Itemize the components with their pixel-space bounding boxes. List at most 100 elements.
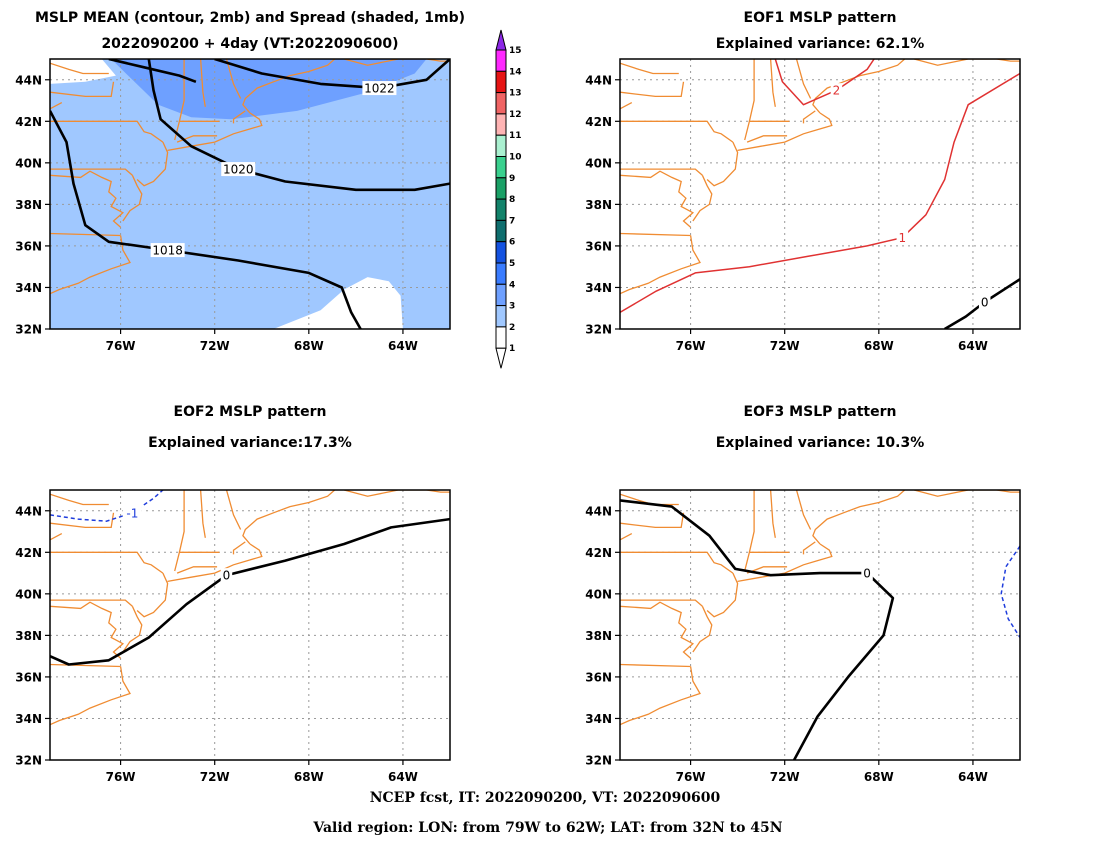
contour-label: 0 [863,567,871,581]
map-outline [50,533,63,541]
spread-region [50,59,116,84]
map-outline [812,59,906,114]
map-outline [50,666,131,726]
map-outline [50,102,63,110]
plot-area: 0 -1 [50,490,450,760]
colorbar-box [495,326,507,349]
x-tick-label: 76W [106,770,136,784]
map-outline [620,663,691,668]
x-tick-label: 68W [294,339,324,353]
colorbar-label: 8 [509,195,515,205]
map-outline [122,606,143,653]
map-outline [620,235,701,295]
y-tick-label: 40N [585,587,612,601]
map-outline [748,59,755,122]
map-outline [50,62,109,75]
contour-label: 1 [899,231,907,245]
colorbar-label: 11 [509,131,522,141]
map-outline [50,168,133,176]
y-tick-label: 44N [585,504,612,518]
map-outline [167,112,263,152]
y-tick-label: 40N [585,156,612,170]
map-outline [50,663,121,668]
colorbar-box [495,241,507,264]
colorbar-label: 3 [509,302,515,312]
map-outline [232,541,246,555]
colorbar-label: 4 [509,280,515,290]
colorbar-box [495,283,507,307]
map-outline [620,168,703,176]
map-outline [242,490,336,545]
map-outline [50,235,131,295]
y-tick-label: 34N [585,712,612,726]
map-outline [744,120,790,141]
x-tick-label: 72W [770,770,800,784]
y-tick-label: 32N [15,323,42,337]
y-tick-label: 44N [15,504,42,518]
y-tick-label: 36N [585,670,612,684]
plot-area: 1 2 0 [620,59,1020,329]
map-outline [178,490,185,553]
y-tick-label: 34N [15,712,42,726]
y-tick-label: 32N [585,754,612,768]
contour-label: 2 [833,84,841,98]
contour-label-bg [896,230,909,245]
contour-label: 0 [223,569,231,583]
map-outline [50,599,133,607]
footer-valid-region: Valid region: LON: from 79W to 62W; LAT:… [312,820,782,836]
contour-label-bg [150,243,185,258]
map-outline [802,541,816,555]
map-outline [167,543,263,583]
contour-line [774,59,875,106]
contour-line [50,490,164,522]
contour-label-bg [362,81,397,96]
contour-line [620,72,1020,314]
map-outline [620,81,685,98]
colorbar-label: 15 [509,46,522,56]
colorbar-label: 14 [509,67,522,77]
contour-label: 1018 [152,244,183,258]
contour-label-bg [861,566,873,581]
x-tick-label: 64W [388,339,418,353]
y-tick-label: 40N [15,156,42,170]
chart-subtitle: Explained variance:17.3% [148,435,352,451]
map-outline [706,572,739,618]
map-outline [199,59,206,107]
y-tick-label: 40N [15,587,42,601]
map-outline [50,81,115,98]
map-outline [50,232,121,237]
map-outline [174,551,220,572]
map-outline [199,490,206,538]
y-tick-label: 42N [15,115,42,129]
contour-line [108,59,197,84]
contour-line [214,59,450,90]
colorbar-label: 1 [509,344,515,354]
x-tick-label: 64W [388,770,418,784]
map-outline [225,490,242,530]
y-tick-label: 42N [15,546,42,560]
map-outline [620,232,691,237]
colorbar-box [495,49,507,72]
map-outline [620,170,695,228]
map-outline [913,490,997,497]
map-outline [812,490,906,545]
x-tick-label: 64W [958,770,988,784]
chart-subtitle: Explained variance: 62.1% [716,36,925,52]
x-tick-label: 72W [200,339,230,353]
contour-label-bg [978,295,991,309]
colorbar-box [495,70,507,94]
colorbar-box [495,219,507,243]
map-outline [50,601,125,659]
y-tick-label: 44N [15,73,42,87]
panel-frame [49,489,451,761]
map-outline [136,572,169,618]
map-outline [706,141,739,187]
contour-line [944,278,1020,329]
colorbar-label: 5 [509,259,515,269]
y-tick-label: 36N [585,239,612,253]
y-tick-label: 38N [585,198,612,212]
contour-label: 0 [981,296,989,310]
y-tick-label: 38N [585,629,612,643]
map-outline [620,512,685,529]
